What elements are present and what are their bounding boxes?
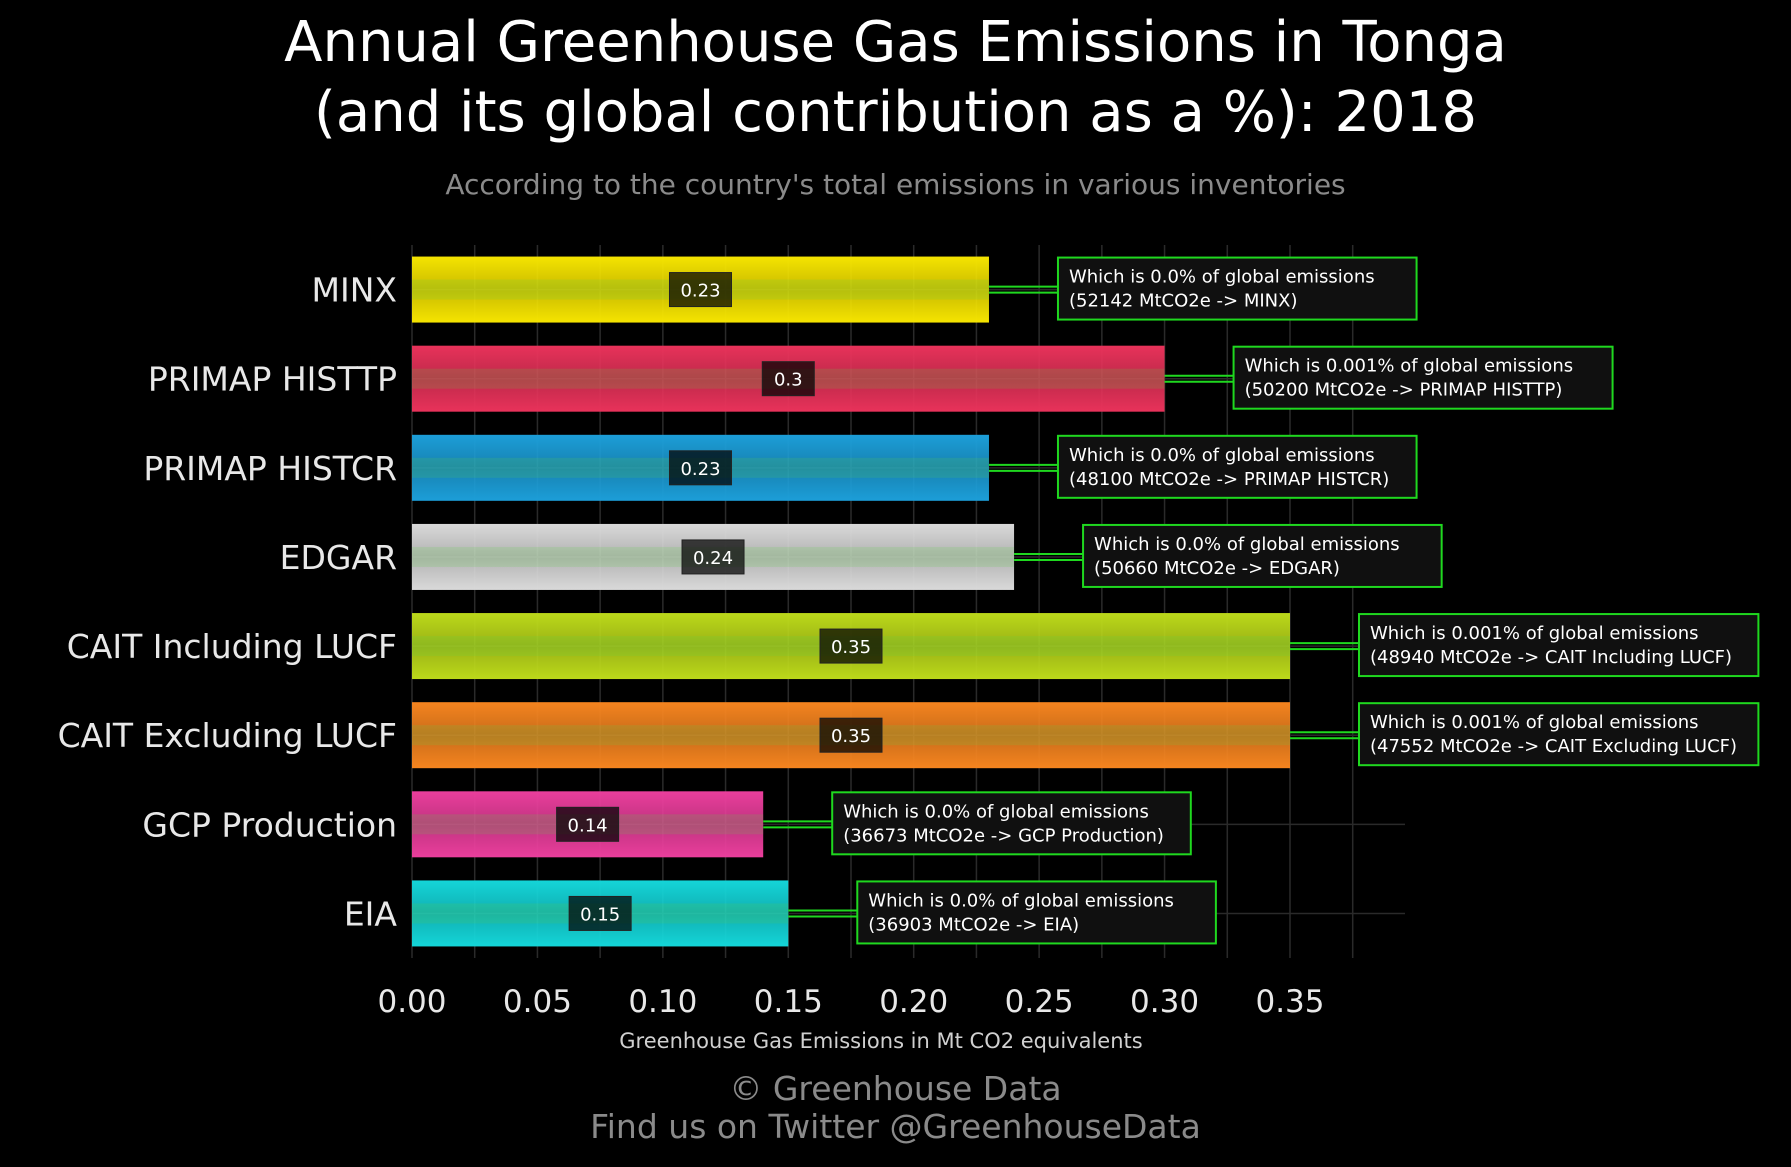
annotation-line-1: Which is 0.001% of global emissions	[1245, 356, 1574, 377]
value-label: 0.14	[568, 815, 608, 836]
x-tick-label: 0.35	[1255, 984, 1324, 1020]
annotation-box	[1358, 702, 1760, 767]
value-label-box	[819, 628, 883, 664]
annotation-box	[1056, 434, 1418, 499]
annotation-line-1: Which is 0.0% of global emissions	[1069, 445, 1375, 466]
x-axis: 0.00 0.05 0.10 0.15 0.20 0.25 0.30 0.35 Greenhou…	[377, 984, 1324, 1053]
x-tick-label: 0.30	[1130, 984, 1199, 1020]
annotation-box	[1056, 256, 1418, 321]
annotation-line-1: Which is 0.001% of global emissions	[1370, 623, 1699, 644]
chart-title-line-1: Annual Greenhouse Gas Emissions in Tonga	[284, 10, 1507, 75]
category-label: GCP Production	[142, 805, 397, 844]
annotation-line-2: (36673 MtCO2e -> GCP Production)	[843, 825, 1164, 846]
category-label: CAIT Including LUCF	[67, 627, 397, 666]
footer-credit: © Greenhouse Data	[729, 1069, 1062, 1108]
annotation-line-1: Which is 0.0% of global emissions	[1094, 534, 1400, 555]
annotation-line-1: Which is 0.001% of global emissions	[1370, 712, 1699, 733]
chart-title-line-2: (and its global contribution as a %): 20…	[314, 80, 1477, 145]
x-tick-label: 0.10	[628, 984, 697, 1020]
footer-twitter: Find us on Twitter @GreenhouseData	[590, 1107, 1201, 1146]
annotation-box	[1232, 345, 1614, 410]
value-label-box	[668, 272, 732, 308]
annotation-line-2: (47552 MtCO2e -> CAIT Excluding LUCF)	[1370, 736, 1737, 757]
value-label-box	[681, 539, 745, 575]
annotation-box	[1082, 523, 1443, 588]
value-label: 0.35	[831, 637, 871, 658]
value-label-box	[568, 895, 632, 931]
chart-subtitle: According to the country's total emissio…	[445, 168, 1346, 201]
annotation-line-2: (52142 MtCO2e -> MINX)	[1069, 291, 1298, 312]
footer: © Greenhouse Data Find us on Twitter @Gr…	[0, 1070, 1791, 1146]
category-label: PRIMAP HISTCR	[143, 449, 397, 488]
annotation-box	[856, 880, 1217, 945]
annotation-box	[831, 791, 1192, 856]
value-label: 0.15	[580, 904, 620, 925]
value-label: 0.3	[774, 370, 803, 391]
annotation-line-1: Which is 0.0% of global emissions	[843, 801, 1149, 822]
category-label: EIA	[344, 894, 398, 933]
annotation-line-2: (36903 MtCO2e -> EIA)	[868, 914, 1079, 935]
annotation-line-2: (48100 MtCO2e -> PRIMAP HISTCR)	[1069, 469, 1389, 490]
x-tick-label: 0.00	[377, 984, 446, 1020]
value-label-box	[761, 361, 815, 397]
category-label: EDGAR	[280, 538, 397, 577]
value-label-box	[668, 450, 732, 486]
x-tick-label: 0.15	[754, 984, 823, 1020]
value-label: 0.23	[680, 281, 720, 302]
chart-title: Annual Greenhouse Gas Emissions in Tonga…	[0, 8, 1791, 148]
annotation-line-1: Which is 0.0% of global emissions	[868, 890, 1174, 911]
value-label: 0.23	[680, 459, 720, 480]
x-axis-label: Greenhouse Gas Emissions in Mt CO2 equiv…	[619, 1029, 1142, 1053]
category-label: PRIMAP HISTTP	[148, 360, 397, 399]
annotation-line-2: (50200 MtCO2e -> PRIMAP HISTTP)	[1245, 380, 1563, 401]
annotation-line-2: (48940 MtCO2e -> CAIT Including LUCF)	[1370, 647, 1732, 668]
value-label-box	[556, 806, 620, 842]
x-tick-label: 0.20	[879, 984, 948, 1020]
x-tick-label: 0.25	[1005, 984, 1074, 1020]
category-label: MINX	[312, 271, 398, 310]
value-label: 0.24	[693, 548, 733, 569]
bars: 0.23 MINX Which is 0.0% of global emission…	[58, 256, 1760, 947]
annotation-line-2: (50660 MtCO2e -> EDGAR)	[1094, 558, 1340, 579]
value-label-box	[819, 717, 883, 753]
annotation-box	[1358, 613, 1760, 678]
x-tick-label: 0.05	[503, 984, 572, 1020]
category-label: CAIT Excluding LUCF	[58, 716, 397, 755]
value-label: 0.35	[831, 726, 871, 747]
annotation-line-1: Which is 0.0% of global emissions	[1069, 267, 1375, 288]
